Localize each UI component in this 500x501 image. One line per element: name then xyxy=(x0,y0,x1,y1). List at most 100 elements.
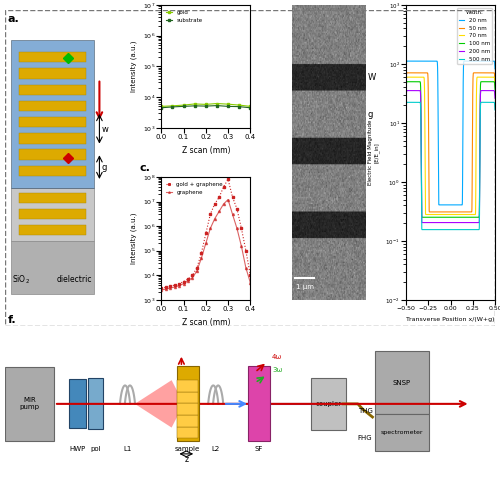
gold + graphene xyxy=(225,176,231,182)
70 nm xyxy=(422,211,428,217)
graphene xyxy=(243,265,249,271)
gold + graphene xyxy=(163,285,169,291)
Text: 1 μm: 1 μm xyxy=(296,284,314,290)
100 nm xyxy=(439,214,445,220)
50 nm xyxy=(492,78,498,84)
20 nm xyxy=(436,202,442,208)
substrate xyxy=(225,103,231,109)
FancyBboxPatch shape xyxy=(5,367,54,441)
Text: THG: THG xyxy=(358,408,372,414)
substrate xyxy=(158,105,164,111)
50 nm xyxy=(403,78,409,84)
Line: gold: gold xyxy=(160,102,252,108)
70 nm xyxy=(474,74,480,80)
Text: spectrometer: spectrometer xyxy=(380,430,423,435)
20 nm xyxy=(439,202,445,208)
Text: coupler: coupler xyxy=(316,401,342,407)
Text: b.: b. xyxy=(139,0,151,1)
graphene xyxy=(158,287,164,293)
substrate xyxy=(214,103,220,109)
FancyBboxPatch shape xyxy=(19,52,86,63)
Text: dielectric: dielectric xyxy=(57,275,92,284)
Y-axis label: Intensity (a.u.): Intensity (a.u.) xyxy=(130,41,137,92)
X-axis label: Z scan (mm): Z scan (mm) xyxy=(182,146,230,155)
Line: 50 nm: 50 nm xyxy=(406,73,495,212)
FancyBboxPatch shape xyxy=(19,101,86,111)
70 nm xyxy=(403,82,409,88)
Text: MIR
pump: MIR pump xyxy=(20,397,40,410)
gold + graphene xyxy=(198,250,204,256)
20 nm xyxy=(464,58,470,64)
Text: g: g xyxy=(102,163,107,172)
50 nm xyxy=(439,209,445,215)
gold + graphene xyxy=(212,201,218,207)
200 nm xyxy=(404,88,410,94)
graphene xyxy=(203,240,209,246)
500 nm xyxy=(403,107,409,113)
Text: g: g xyxy=(368,110,373,119)
500 nm xyxy=(404,99,410,105)
Line: 200 nm: 200 nm xyxy=(406,91,495,222)
Text: SF: SF xyxy=(254,446,263,452)
Text: a.: a. xyxy=(8,14,19,24)
substrate xyxy=(180,103,186,109)
substrate xyxy=(248,105,254,111)
Line: substrate: substrate xyxy=(160,104,252,109)
Text: w: w xyxy=(102,125,108,134)
graphene xyxy=(185,278,191,284)
70 nm xyxy=(442,211,448,217)
gold xyxy=(170,103,175,109)
FancyBboxPatch shape xyxy=(178,403,198,415)
70 nm xyxy=(492,82,498,88)
graphene xyxy=(234,225,240,231)
FancyBboxPatch shape xyxy=(19,117,86,127)
Line: graphene: graphene xyxy=(160,198,252,291)
200 nm xyxy=(439,219,445,225)
100 nm xyxy=(404,79,410,85)
gold + graphene xyxy=(208,211,214,217)
FancyBboxPatch shape xyxy=(19,225,86,235)
gold + graphene xyxy=(168,284,173,290)
100 nm xyxy=(492,86,498,92)
gold xyxy=(180,102,186,108)
Legend: gold, substrate: gold, substrate xyxy=(164,8,204,25)
100 nm xyxy=(419,214,425,220)
20 nm xyxy=(412,58,418,64)
graphene xyxy=(225,196,231,202)
Text: SiO$_2$: SiO$_2$ xyxy=(12,273,30,286)
200 nm xyxy=(464,219,470,225)
200 nm xyxy=(412,88,418,94)
gold + graphene xyxy=(234,206,240,212)
gold + graphene xyxy=(158,285,164,291)
X-axis label: Transverse Position x/(W+g): Transverse Position x/(W+g) xyxy=(406,317,495,322)
200 nm xyxy=(403,95,409,101)
gold xyxy=(236,102,242,108)
20 nm xyxy=(472,58,478,64)
70 nm xyxy=(472,208,478,214)
50 nm xyxy=(442,209,448,215)
graphene xyxy=(238,243,244,249)
graphene xyxy=(220,201,226,207)
20 nm xyxy=(474,58,480,64)
500 nm xyxy=(439,226,445,232)
100 nm xyxy=(464,214,470,220)
gold + graphene xyxy=(194,265,200,271)
100 nm xyxy=(412,79,418,85)
FancyBboxPatch shape xyxy=(88,378,103,429)
Text: 3ω: 3ω xyxy=(272,367,282,373)
Text: c.: c. xyxy=(139,163,150,173)
70 nm xyxy=(464,211,470,217)
50 nm xyxy=(472,70,478,76)
50 nm xyxy=(474,70,480,76)
70 nm xyxy=(404,74,410,80)
FancyBboxPatch shape xyxy=(11,241,94,294)
Y-axis label: Intensity (a.u.): Intensity (a.u.) xyxy=(130,212,137,264)
FancyBboxPatch shape xyxy=(178,415,198,426)
FancyBboxPatch shape xyxy=(178,426,198,438)
Text: FHG: FHG xyxy=(358,435,372,441)
graphene xyxy=(163,286,169,292)
50 nm xyxy=(464,209,470,215)
200 nm xyxy=(472,219,478,225)
gold + graphene xyxy=(185,276,191,282)
gold + graphene xyxy=(172,282,177,288)
